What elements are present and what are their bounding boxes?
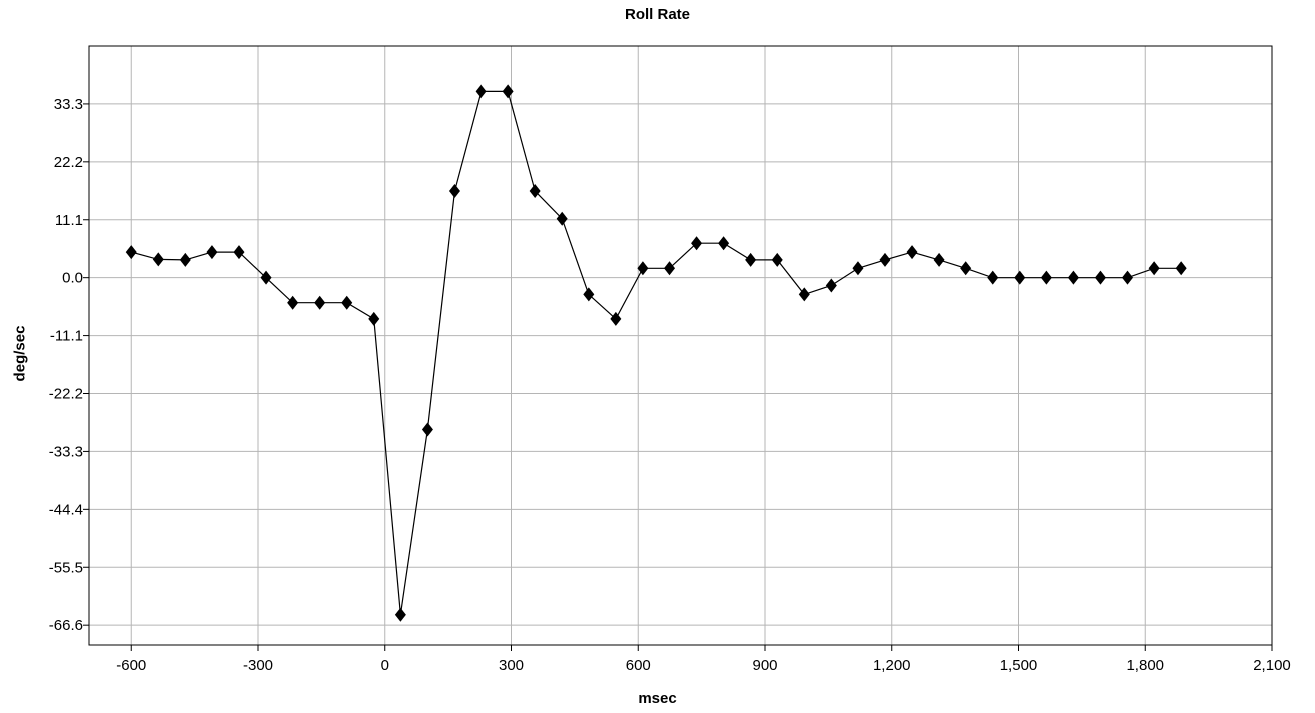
- data-point-marker: [152, 252, 164, 267]
- data-point-marker: [1094, 270, 1106, 285]
- x-tick-label: 1,200: [873, 657, 911, 674]
- data-point-marker: [1040, 270, 1052, 285]
- x-tick-label: 900: [752, 657, 777, 674]
- data-point-marker: [960, 261, 972, 276]
- x-tick-label: 600: [626, 657, 651, 674]
- y-tick-label: 22.2: [54, 154, 83, 171]
- x-tick-label: 2,100: [1253, 657, 1291, 674]
- x-tick-label: 1,800: [1126, 657, 1164, 674]
- y-tick-label: -66.6: [49, 617, 83, 634]
- data-point-marker: [1175, 261, 1187, 276]
- data-point-marker: [583, 287, 595, 302]
- y-tick-label: -11.1: [50, 328, 83, 345]
- data-point-marker: [637, 261, 649, 276]
- data-point-marker: [394, 607, 406, 622]
- data-point-marker: [125, 245, 137, 260]
- x-tick-label: -300: [243, 657, 273, 674]
- x-tick-label: 1,500: [1000, 657, 1038, 674]
- data-point-marker: [448, 184, 460, 199]
- y-tick-label: 11.1: [55, 212, 83, 229]
- series-line: [131, 90, 1182, 615]
- data-point-marker: [852, 261, 864, 276]
- grid: [89, 46, 1273, 645]
- y-axis-ticks: 33.3 22.2 11.1 0.0 -11.1 -22.2 -33.3 -44.4 -55.5…: [49, 96, 89, 634]
- chart-title: Roll Rate: [624, 6, 690, 23]
- data-point-marker: [287, 295, 299, 310]
- y-tick-label: -33.3: [49, 443, 83, 460]
- data-point-marker: [341, 295, 353, 310]
- x-tick-label: 300: [499, 657, 524, 674]
- data-point-marker: [502, 84, 514, 99]
- data-point-marker: [179, 252, 191, 267]
- data-point-marker: [1148, 261, 1160, 276]
- data-point-marker: [260, 270, 272, 285]
- data-point-marker: [529, 184, 541, 199]
- data-point-marker: [825, 278, 837, 293]
- data-point-marker: [987, 270, 999, 285]
- data-point-marker: [718, 236, 730, 251]
- data-point-marker: [691, 236, 703, 251]
- data-point-marker: [771, 252, 783, 267]
- data-point-marker: [556, 211, 568, 226]
- data-point-marker: [798, 287, 810, 302]
- y-tick-label: -55.5: [49, 559, 83, 576]
- data-point-marker: [475, 84, 487, 99]
- x-tick-label: 0: [381, 657, 389, 674]
- y-tick-label: -22.2: [49, 386, 83, 403]
- data-point-marker: [906, 245, 918, 260]
- data-point-marker: [664, 261, 676, 276]
- x-axis-label: msec: [638, 690, 677, 707]
- data-point-marker: [368, 311, 380, 326]
- y-tick-label: 33.3: [54, 96, 83, 113]
- data-point-marker: [206, 245, 218, 260]
- data-point-marker: [233, 245, 245, 260]
- data-point-marker: [610, 311, 622, 326]
- plot-area: [88, 45, 1273, 646]
- data-point-marker: [421, 422, 433, 437]
- data-point-marker: [1067, 270, 1079, 285]
- x-axis-ticks: -600 -300 0 300 600 900 1,200 1,500 1,800 2,100: [116, 645, 1291, 674]
- data-point-marker: [1122, 270, 1134, 285]
- data-point-marker: [745, 252, 757, 267]
- x-tick-label: -600: [116, 657, 146, 674]
- data-point-marker: [1014, 270, 1026, 285]
- y-tick-label: 0.0: [62, 270, 83, 287]
- data-point-marker: [314, 295, 326, 310]
- data-point-marker: [933, 252, 945, 267]
- series-roll-rate: [125, 84, 1187, 622]
- y-tick-label: -44.4: [49, 501, 83, 518]
- data-point-marker: [879, 252, 891, 267]
